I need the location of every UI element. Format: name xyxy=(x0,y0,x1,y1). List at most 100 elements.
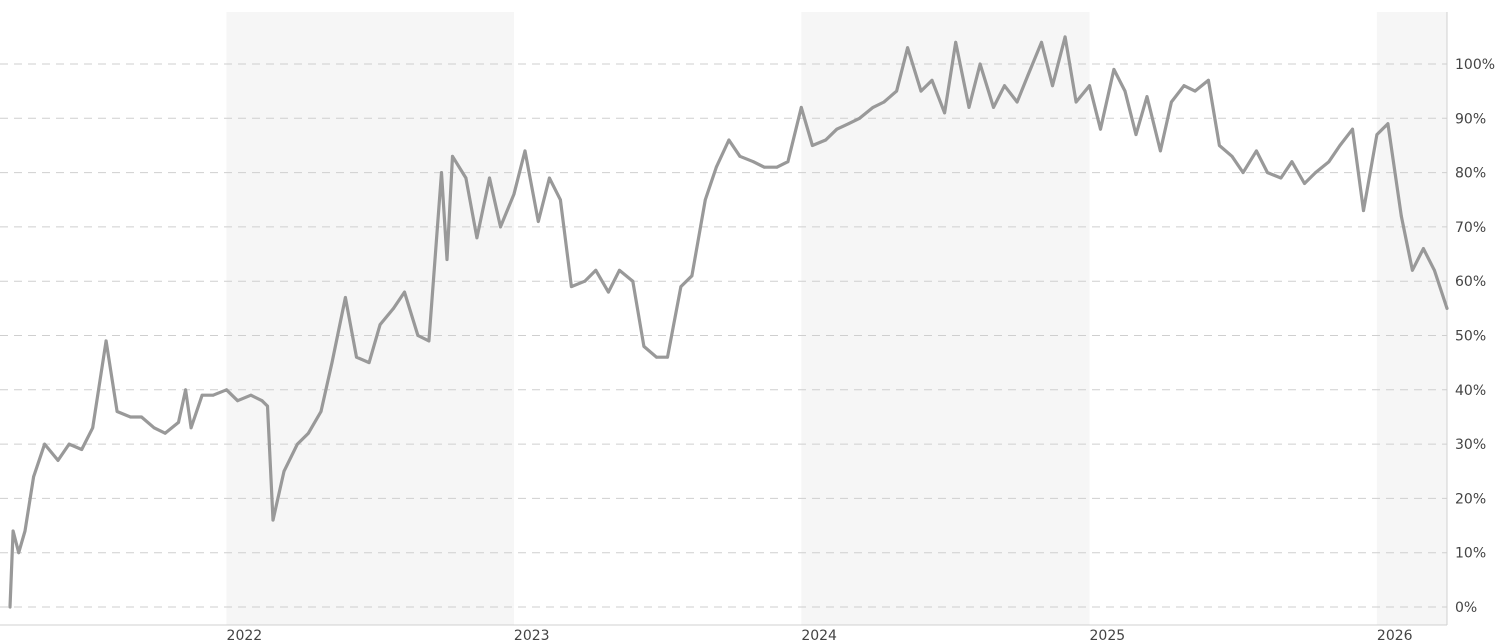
data-point xyxy=(392,307,395,310)
data-point xyxy=(1241,171,1245,175)
data-point xyxy=(1099,127,1102,131)
data-point xyxy=(703,198,707,202)
data-point xyxy=(835,127,839,131)
y-tick-label: 80% xyxy=(1455,166,1486,182)
data-point xyxy=(445,258,449,261)
y-tick-label: 30% xyxy=(1455,437,1486,453)
x-tick-label: 2025 xyxy=(1090,628,1126,642)
data-point xyxy=(129,415,132,419)
data-point xyxy=(895,89,898,93)
data-point xyxy=(1375,133,1379,137)
data-point xyxy=(943,111,946,115)
year-band-2026 xyxy=(1376,12,1447,625)
data-point xyxy=(91,426,95,430)
data-point xyxy=(992,106,995,109)
data-point xyxy=(1351,127,1354,131)
data-point xyxy=(762,165,766,169)
data-point xyxy=(799,106,803,109)
data-point xyxy=(440,171,443,175)
data-point xyxy=(1170,100,1173,104)
data-point xyxy=(882,100,886,104)
data-point xyxy=(1123,89,1127,93)
data-point xyxy=(1145,95,1149,98)
y-tick-label: 100% xyxy=(1455,57,1495,73)
data-point xyxy=(847,122,850,126)
data-point xyxy=(1327,160,1331,164)
data-point xyxy=(512,192,516,196)
data-point xyxy=(1182,84,1186,88)
data-point xyxy=(967,106,971,109)
data-point xyxy=(11,529,15,533)
data-point xyxy=(690,274,694,278)
data-point xyxy=(642,345,646,348)
data-point xyxy=(1422,247,1425,251)
data-point xyxy=(1362,209,1365,213)
data-point xyxy=(344,296,347,299)
data-point xyxy=(319,410,323,413)
data-point xyxy=(236,399,240,403)
data-point xyxy=(738,154,742,158)
data-point xyxy=(200,393,204,397)
data-point xyxy=(1134,133,1138,137)
data-point xyxy=(1207,78,1210,82)
data-point xyxy=(249,393,253,397)
y-tick-label: 20% xyxy=(1455,491,1486,507)
data-point xyxy=(104,339,108,343)
data-point xyxy=(43,442,46,446)
data-point xyxy=(266,404,269,408)
y-tick-label: 10% xyxy=(1455,546,1486,562)
data-point xyxy=(1230,154,1234,158)
data-point xyxy=(307,431,310,435)
data-point xyxy=(1338,144,1342,147)
data-point xyxy=(1063,35,1067,39)
data-point xyxy=(858,116,861,120)
data-point xyxy=(1386,122,1390,126)
data-point xyxy=(17,551,21,555)
gridlines xyxy=(0,63,1447,608)
data-point xyxy=(655,355,658,359)
data-point xyxy=(570,285,573,288)
data-point xyxy=(1159,149,1162,153)
x-tick-label: 2022 xyxy=(227,628,263,642)
y-tick-label: 70% xyxy=(1455,220,1486,236)
data-point xyxy=(56,459,60,462)
data-point xyxy=(403,290,406,294)
data-point xyxy=(919,89,923,93)
data-point xyxy=(559,198,562,202)
data-point xyxy=(594,268,598,272)
data-point xyxy=(271,518,275,522)
series-line-0 xyxy=(8,35,1449,609)
data-point xyxy=(416,334,420,337)
x-tick-label: 2024 xyxy=(801,628,837,642)
data-point xyxy=(80,448,84,451)
y-tick-label: 50% xyxy=(1455,329,1486,345)
data-point xyxy=(1088,84,1091,88)
data-point xyxy=(177,421,180,424)
y-tick-label: 90% xyxy=(1455,111,1486,127)
data-point xyxy=(1445,307,1449,310)
data-point xyxy=(631,279,635,283)
data-point xyxy=(367,361,371,364)
data-point xyxy=(1303,182,1306,185)
data-point xyxy=(152,426,156,430)
data-point xyxy=(679,285,683,288)
x-tick-labels: 2022 2023 2024 2025 2026 xyxy=(227,628,1413,642)
data-point xyxy=(618,268,621,272)
data-point xyxy=(330,361,334,364)
data-point xyxy=(23,529,27,533)
data-point xyxy=(140,415,143,419)
data-point xyxy=(1026,73,1030,77)
data-point xyxy=(548,176,551,180)
data-point xyxy=(1314,171,1317,175)
data-point xyxy=(282,469,286,473)
y-tick-label: 0% xyxy=(1455,600,1477,616)
data-point xyxy=(666,355,669,359)
data-point xyxy=(1112,68,1116,71)
data-point xyxy=(786,160,790,164)
data-point xyxy=(1399,214,1403,218)
data-point xyxy=(475,236,479,240)
data-point xyxy=(727,138,731,142)
data-point xyxy=(1266,171,1269,175)
data-point xyxy=(583,279,587,283)
